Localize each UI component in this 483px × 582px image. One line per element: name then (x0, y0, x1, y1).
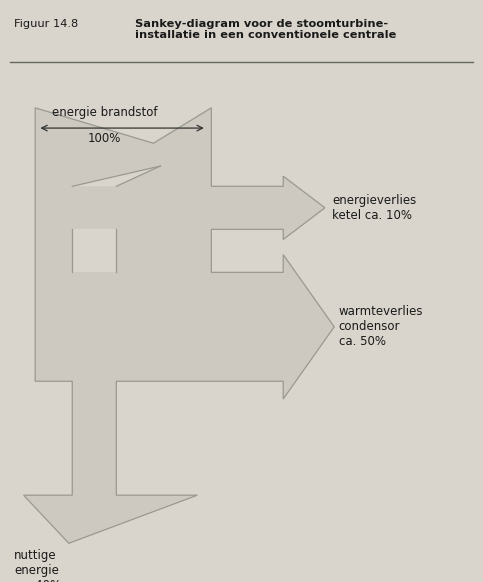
Polygon shape (72, 166, 160, 186)
Polygon shape (24, 108, 334, 543)
Polygon shape (72, 229, 116, 272)
Text: energie brandstof: energie brandstof (52, 106, 157, 119)
Text: Sankey-diagram voor de stoomturbine-
installatie in een conventionele centrale: Sankey-diagram voor de stoomturbine- ins… (135, 19, 397, 40)
Text: Figuur 14.8: Figuur 14.8 (14, 19, 86, 29)
Text: nuttige
energie
ca. 40%: nuttige energie ca. 40% (14, 549, 61, 582)
Text: warmteverlies
condensor
ca. 50%: warmteverlies condensor ca. 50% (339, 306, 424, 348)
Text: energieverlies
ketel ca. 10%: energieverlies ketel ca. 10% (332, 194, 416, 222)
Text: 100%: 100% (88, 132, 121, 145)
